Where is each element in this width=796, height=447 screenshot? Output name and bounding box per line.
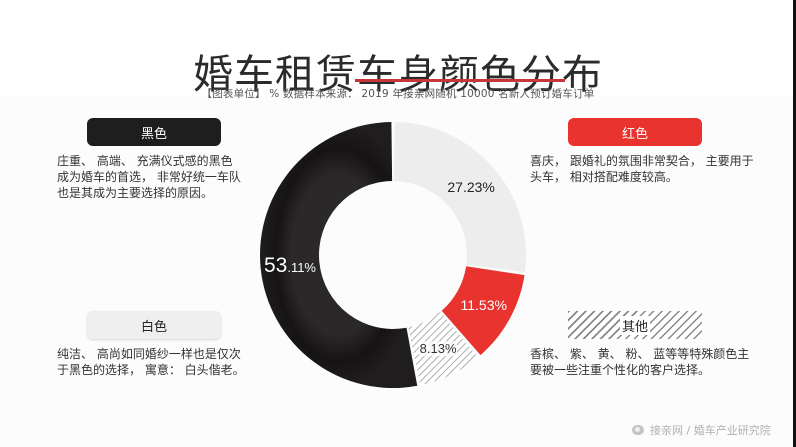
legend-desc-white: 纯洁、 高尚如同婚纱一样也是仅次 于黑色的选择， 寓意： 白头偕老。	[57, 347, 245, 377]
legend-tag-other: 其他	[568, 311, 702, 339]
slice-red-label: 11.53%	[460, 297, 506, 313]
donut-chart: 27.23% 11.53% 8.13% 53.11%	[260, 122, 526, 388]
legend-tag-black: 黑色	[87, 118, 221, 146]
donut-slices	[260, 122, 526, 388]
title-underline	[355, 79, 565, 82]
donut-labels: 27.23% 11.53% 8.13% 53.11%	[264, 179, 507, 357]
watermark-text: 接亲网 / 婚车产业研究院	[650, 424, 771, 437]
legend-tag-other-label: 其他	[619, 315, 650, 335]
legend-tag-red: 红色	[568, 118, 702, 146]
legend-desc-other: 香槟、 紫、 黄、 粉、 蓝等等特殊颜色主 要被一些注重个性化的客户选择。	[530, 347, 750, 377]
legend-tag-white: 白色	[87, 311, 221, 339]
page-title: 婚车租赁车身颜色分布	[193, 51, 603, 98]
slice-white	[393, 122, 526, 272]
slice-black	[260, 122, 418, 388]
chart-subtitle: 【图表单位】 % 数据样本来源： 2019 年接亲网随机 10000 名新人预订…	[201, 88, 595, 100]
slice-black-label: 53.11%	[264, 254, 316, 277]
slice-other-label: 8.13%	[420, 341, 457, 356]
legend-desc-black: 庄重、 高端、 充满仪式感的黑色 成为婚车的首选， 非常好统一车队 也是其成为主…	[57, 154, 241, 200]
legend-tag-red-label: 红色	[621, 126, 648, 142]
slice-red	[441, 266, 525, 356]
legend-desc-red: 喜庆， 跟婚礼的氛围非常契合， 主要用于 头车， 相对搭配难度较高。	[530, 154, 754, 184]
right-border	[793, 0, 796, 447]
wechat-icon	[632, 425, 644, 435]
slice-white-label: 27.23%	[447, 179, 494, 195]
legend-tag-black-label: 黑色	[140, 126, 167, 142]
watermark: 接亲网 / 婚车产业研究院	[632, 422, 771, 438]
legend-tag-white-label: 白色	[140, 319, 167, 335]
